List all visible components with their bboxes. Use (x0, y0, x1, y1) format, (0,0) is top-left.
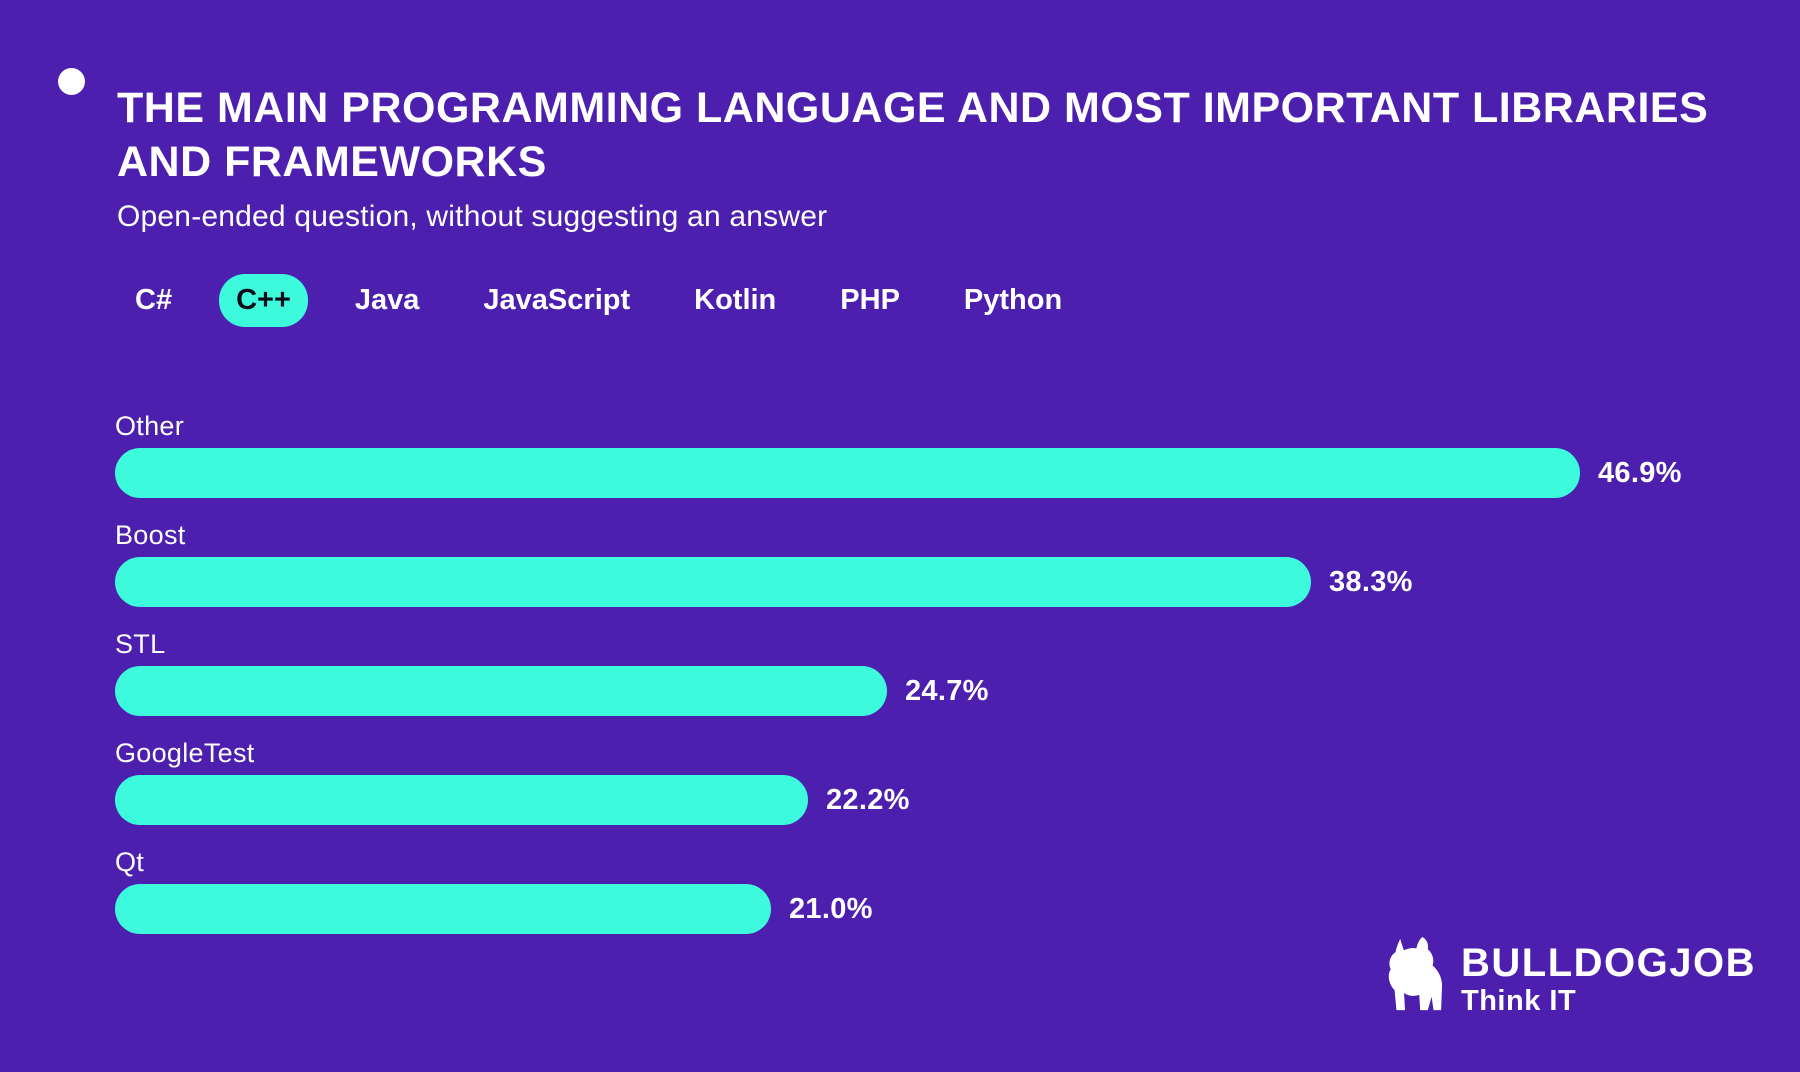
tab-python[interactable]: Python (947, 274, 1079, 327)
tab-javascript[interactable]: JavaScript (466, 274, 647, 327)
bulldog-icon (1388, 936, 1443, 1011)
page-title-line2: AND FRAMEWORKS (117, 137, 547, 186)
brand-logo: BULLDOGJOB Think IT (1383, 936, 1756, 1016)
bar-line: 21.0% (115, 884, 1800, 934)
tab-c[interactable]: C# (118, 274, 189, 327)
bar-row: Boost 38.3% (115, 519, 1800, 607)
bar (115, 448, 1580, 498)
bar (115, 884, 771, 934)
bar-value-label: 46.9% (1598, 456, 1682, 489)
brand-name: BULLDOGJOB (1461, 941, 1756, 985)
bar-value-label: 21.0% (789, 892, 873, 925)
bar-chart: Other 46.9% Boost 38.3% STL 24.7% GoogleTest 22… (115, 410, 1800, 955)
language-tabs: C# C++ Java JavaScript Kotlin PHP Python (118, 274, 1079, 327)
bar (115, 775, 808, 825)
bar-category-label: Qt (115, 847, 145, 877)
brand-text: BULLDOGJOB Think IT (1461, 936, 1756, 1016)
brand-tagline: Think IT (1461, 985, 1577, 1017)
bar-category-label: Other (115, 411, 185, 441)
bar (115, 666, 887, 716)
tab-java[interactable]: Java (338, 274, 437, 327)
bar-category-label: GoogleTest (115, 738, 255, 768)
page-title: THE MAIN PROGRAMMING LANGUAGE AND MOST I… (117, 81, 1708, 189)
bar-category-label: STL (115, 629, 166, 659)
bar (115, 557, 1311, 607)
tab-php[interactable]: PHP (823, 274, 917, 327)
dot-icon (58, 68, 85, 95)
bar-line: 22.2% (115, 775, 1800, 825)
bar-row: Qt 21.0% (115, 846, 1800, 934)
tab-kotlin[interactable]: Kotlin (677, 274, 793, 327)
bar-value-label: 22.2% (826, 783, 910, 816)
bar-value-label: 24.7% (905, 674, 989, 707)
page-subtitle: Open-ended question, without suggesting … (117, 200, 828, 233)
tab-c[interactable]: C++ (219, 274, 308, 327)
bar-line: 24.7% (115, 666, 1800, 716)
bar-line: 46.9% (115, 448, 1800, 498)
page-title-line1: THE MAIN PROGRAMMING LANGUAGE AND MOST I… (117, 83, 1709, 132)
bar-row: GoogleTest 22.2% (115, 737, 1800, 825)
bar-category-label: Boost (115, 520, 186, 550)
bar-line: 38.3% (115, 557, 1800, 607)
bar-row: STL 24.7% (115, 628, 1800, 716)
bar-row: Other 46.9% (115, 410, 1800, 498)
bar-value-label: 38.3% (1329, 565, 1413, 598)
